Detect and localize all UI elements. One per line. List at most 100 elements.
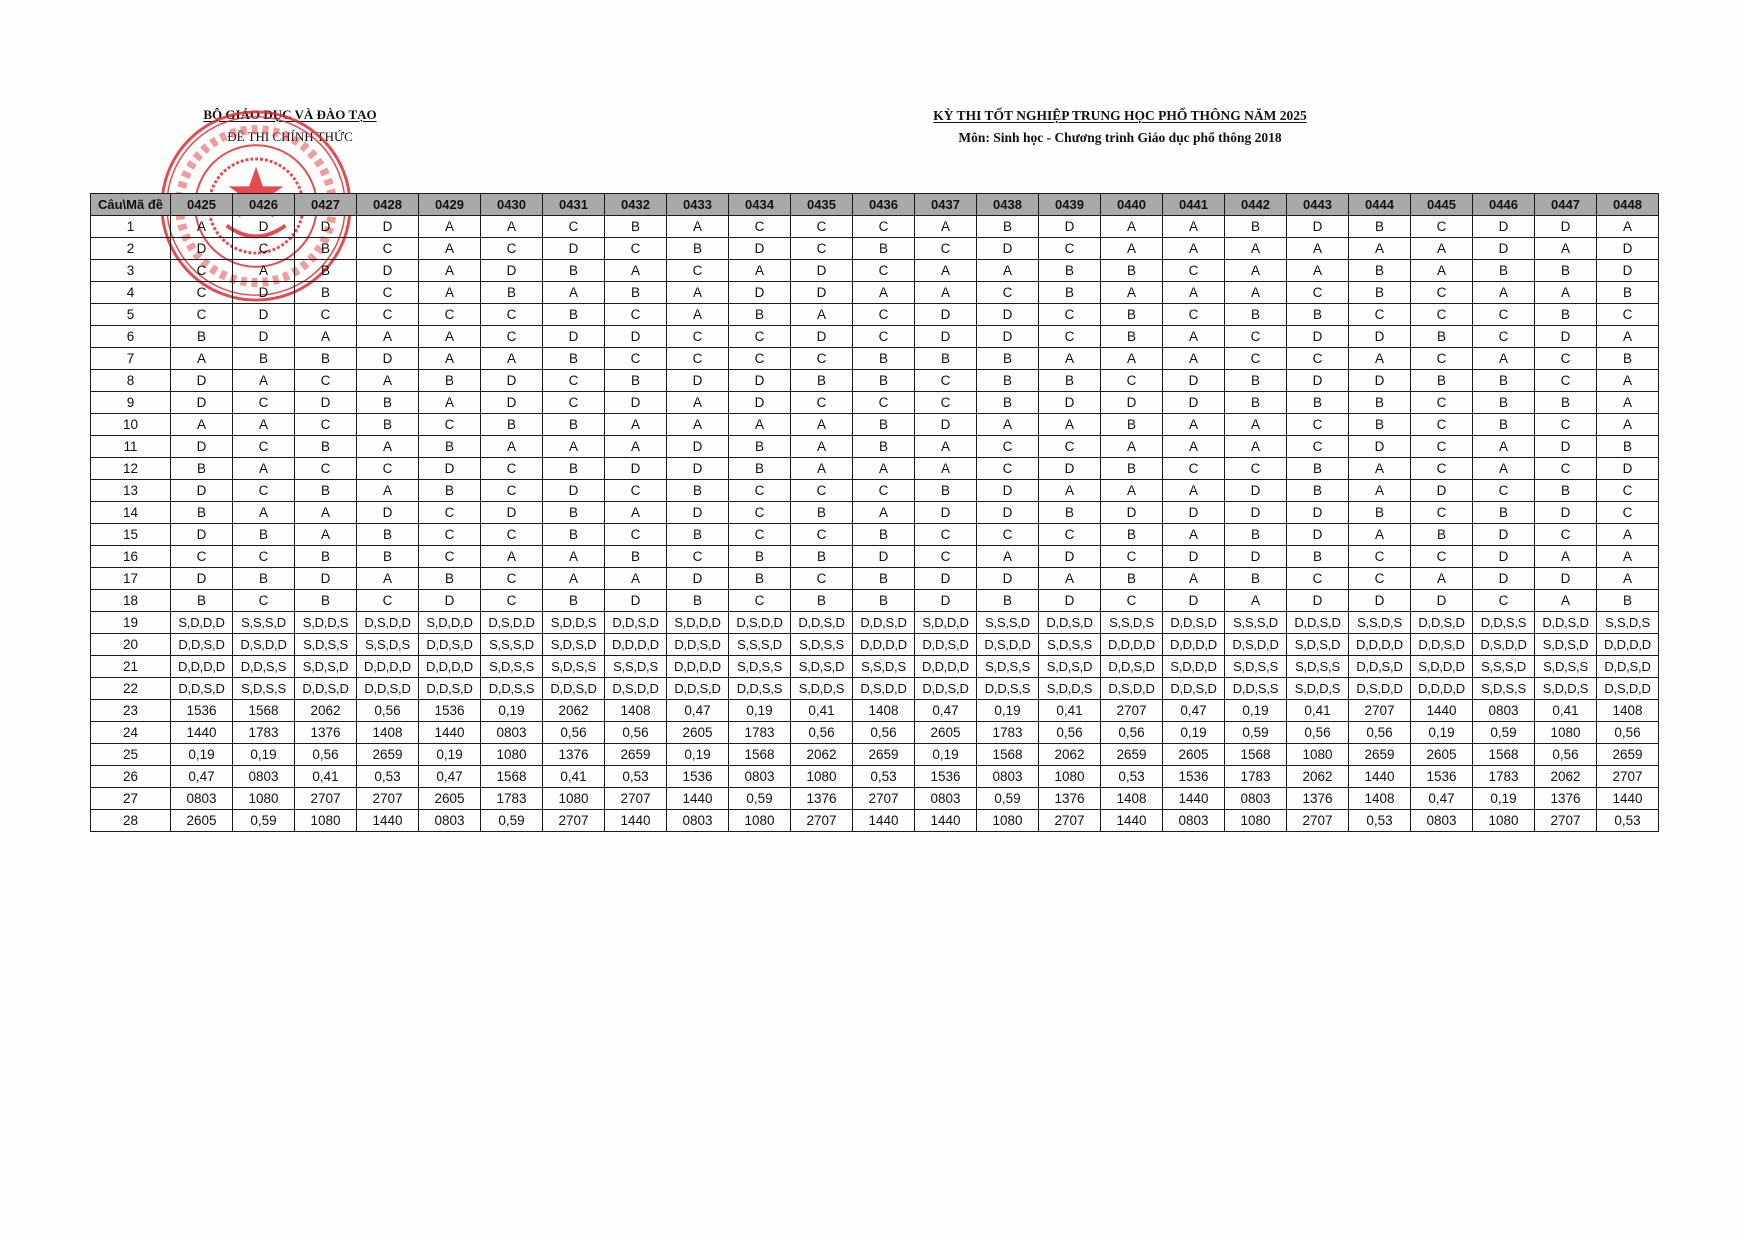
answer-cell: D,D,D,D: [852, 633, 915, 656]
answer-cell: A: [728, 413, 791, 436]
answer-cell: C: [604, 479, 667, 502]
answer-cell: B: [1100, 413, 1163, 436]
answer-cell: 0803: [480, 721, 543, 744]
answer-cell: B: [542, 457, 605, 480]
answer-cell: 0,59: [480, 809, 543, 832]
answer-cell: D: [1596, 237, 1659, 260]
answer-cell: 0,56: [542, 721, 605, 744]
answer-cell: D: [170, 435, 233, 458]
answer-cell: C: [356, 457, 419, 480]
answer-cell: D: [1224, 545, 1287, 568]
answer-cell: 1080: [728, 809, 791, 832]
answer-cell: C: [790, 215, 853, 238]
answer-cell: B: [604, 545, 667, 568]
answer-cell: B: [542, 259, 605, 282]
answer-cell: C: [1038, 237, 1101, 260]
answer-cell: D,D,D,D: [604, 633, 667, 656]
answer-cell: B: [728, 435, 791, 458]
answer-cell: A: [1596, 567, 1659, 590]
answer-cell: C: [1410, 391, 1473, 414]
answer-cell: D: [604, 391, 667, 414]
answer-cell: D: [542, 237, 605, 260]
answer-cell: C: [1348, 545, 1411, 568]
answer-cell: D: [790, 259, 853, 282]
answer-cell: 1568: [1472, 743, 1535, 766]
answer-cell: A: [1100, 215, 1163, 238]
answer-cell: S,S,D,S: [1596, 611, 1659, 634]
answer-cell: C: [294, 303, 357, 326]
answer-cell: 0,19: [914, 743, 977, 766]
answer-cell: C: [1038, 523, 1101, 546]
answer-cell: S,D,S,D: [790, 655, 853, 678]
answer-cell: 0803: [418, 809, 481, 832]
answer-cell: 0,19: [1162, 721, 1225, 744]
answer-cell: A: [1224, 281, 1287, 304]
answer-cell: C: [1472, 589, 1535, 612]
answer-cell: 1440: [170, 721, 233, 744]
answer-cell: 1408: [356, 721, 419, 744]
answer-cell: 0,41: [790, 699, 853, 722]
answer-cell: B: [1224, 523, 1287, 546]
answer-cell: D: [1472, 545, 1535, 568]
table-row: 24 1440 1783 1376 1408 1440 0803 0,56 0,56 2605 17…: [90, 721, 1659, 744]
answer-cell: D,D,D,D: [1162, 633, 1225, 656]
table-row: 14 B A A D C D B A D C B A D D B D D D D B C B D C: [90, 501, 1659, 524]
answer-cell: C: [1410, 215, 1473, 238]
answer-cell: B: [356, 413, 419, 436]
answer-cell: A: [356, 369, 419, 392]
answer-cell: 1536: [666, 765, 729, 788]
exam-code-header: 0443: [1286, 193, 1349, 216]
answer-cell: S,S,S,D: [480, 633, 543, 656]
answer-cell: 1080: [790, 765, 853, 788]
answer-cell: S,D,D,D: [666, 611, 729, 634]
answer-cell: B: [914, 347, 977, 370]
answer-cell: B: [294, 435, 357, 458]
answer-cell: D,D,S,D: [418, 633, 481, 656]
answer-cell: D,D,S,D: [790, 611, 853, 634]
answer-cell: A: [1224, 259, 1287, 282]
answer-cell: 1783: [232, 721, 295, 744]
answer-cell: C: [480, 237, 543, 260]
answer-cell: S,D,S,S: [232, 677, 295, 700]
answer-cell: D: [1224, 501, 1287, 524]
answer-cell: A: [1410, 237, 1473, 260]
answer-cell: D: [1162, 545, 1225, 568]
answer-cell: A: [1472, 457, 1535, 480]
answer-cell: C: [1596, 479, 1659, 502]
answer-cell: C: [1410, 303, 1473, 326]
answer-cell: C: [1286, 413, 1349, 436]
answer-cell: A: [356, 325, 419, 348]
answer-cell: D: [1534, 325, 1597, 348]
answer-cell: 1408: [852, 699, 915, 722]
answer-cell: D: [1286, 589, 1349, 612]
answer-cell: C: [418, 303, 481, 326]
answer-cell: S,D,S,S: [1472, 677, 1535, 700]
answer-cell: B: [604, 215, 667, 238]
answer-cell: B: [542, 347, 605, 370]
answer-cell: A: [914, 435, 977, 458]
answer-cell: A: [1348, 237, 1411, 260]
answer-cell: C: [1038, 325, 1101, 348]
answer-cell: D: [170, 237, 233, 260]
answer-cell: 0,56: [356, 699, 419, 722]
answer-cell: D,D,S,D: [418, 677, 481, 700]
answer-cell: D,D,S,S: [1224, 677, 1287, 700]
answer-cell: A: [914, 215, 977, 238]
answer-cell: 0803: [170, 787, 233, 810]
question-number: 11: [90, 435, 171, 458]
answer-cell: C: [790, 567, 853, 590]
answer-cell: 2659: [356, 743, 419, 766]
answer-cell: A: [418, 281, 481, 304]
answer-cell: D,D,D,D: [1100, 633, 1163, 656]
answer-cell: B: [418, 479, 481, 502]
answer-cell: C: [852, 479, 915, 502]
answer-cell: 0,59: [1224, 721, 1287, 744]
answer-cell: 0,19: [666, 743, 729, 766]
answer-cell: C: [542, 369, 605, 392]
answer-cell: S,S,S,D: [1224, 611, 1287, 634]
answer-cell: C: [728, 589, 791, 612]
answer-cell: B: [1596, 435, 1659, 458]
answer-cell: B: [1472, 501, 1535, 524]
answer-cell: 0,56: [1100, 721, 1163, 744]
